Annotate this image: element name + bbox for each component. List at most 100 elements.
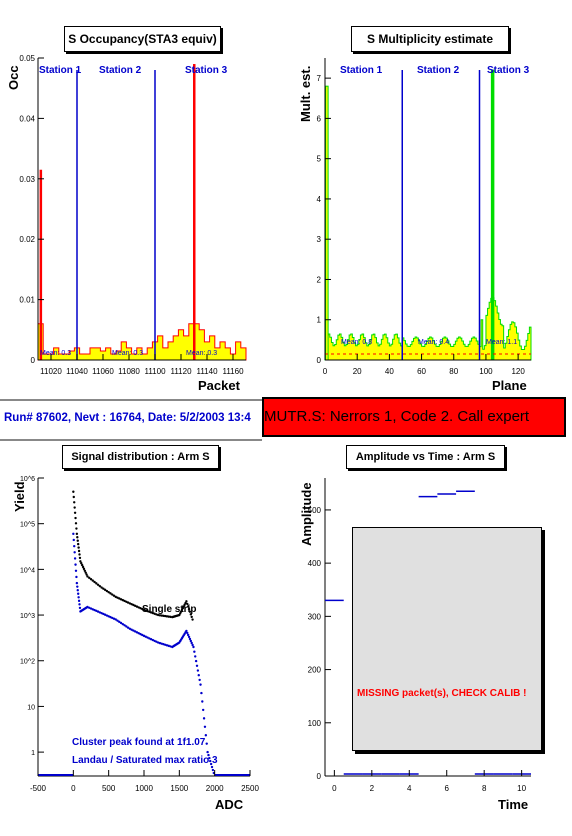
- multiplicity-ylabel: Mult. est.: [298, 65, 313, 122]
- signal-point-0-1-6: [78, 553, 81, 556]
- signal-point-1-14-6: [211, 768, 215, 772]
- signal-point-1-12-3: [194, 659, 198, 663]
- signal-point-1-1-7: [78, 606, 82, 610]
- signal-xtick-label-2: 500: [102, 784, 116, 793]
- multiplicity-title: S Multiplicity estimate: [351, 26, 509, 52]
- signal-point-0-11-2: [186, 605, 190, 608]
- signal-point-0-2-1: [80, 562, 83, 565]
- signal-point-0-1-2: [76, 539, 79, 542]
- occupancy-xtick-label-3: 11080: [118, 367, 140, 376]
- signal-point-1-11-5: [189, 639, 193, 643]
- occupancy-ytick-label-0: 0.05: [19, 54, 35, 63]
- occupancy-xtick-label-5: 11120: [170, 367, 192, 376]
- signal-point-1-12-7: [198, 678, 201, 682]
- signal-ytick-label-1: 10^5: [20, 522, 35, 529]
- signal-point-0-11-3: [187, 607, 191, 611]
- amptime-xtick-label-2: 4: [407, 784, 412, 793]
- amptime-xtick-label-5: 10: [517, 784, 526, 793]
- occupancy-xtick-label-2: 11060: [92, 367, 114, 376]
- multiplicity-spike-0: [325, 85, 329, 361]
- alert-text: MUTR.S: Nerrors 1, Code 2. Call expert: [264, 408, 530, 425]
- signal-ylabel: Yield: [12, 481, 27, 512]
- occupancy-ytick-label-3: 0.02: [19, 235, 35, 244]
- signal-annot-single: Single strip: [142, 604, 197, 615]
- signal-point-1-13-5: [203, 725, 207, 729]
- signal-point-0-8-3: [162, 614, 165, 618]
- signal-point-0-0-0: [72, 490, 75, 493]
- signal-point-0-0-3: [73, 506, 76, 509]
- signal-point-0-2-6: [84, 571, 87, 574]
- signal-point-0-1-1: [76, 536, 79, 539]
- signal-point-0-4-6: [111, 593, 114, 596]
- signal-point-0-3-1: [88, 576, 91, 580]
- signal-point-1-1-5: [77, 599, 81, 603]
- multiplicity-ytick-label-7: 0: [317, 356, 322, 365]
- amptime-title: Amplitude vs Time : Arm S: [346, 445, 505, 469]
- amptime-ytick-label-0: 500: [308, 506, 322, 515]
- signal-point-1-13-7: [205, 742, 208, 745]
- signal-xlabel: ADC: [215, 797, 244, 812]
- signal-point-1-13-4: [202, 717, 206, 720]
- signal-point-1-6-3: [133, 630, 137, 633]
- signal-point-1-0-7: [75, 575, 78, 579]
- signal-point-1-1-0: [75, 581, 79, 585]
- amptime-xtick-label-1: 2: [370, 784, 375, 793]
- occupancy-xtick-label-1: 11040: [66, 367, 88, 376]
- occupancy-ytick-label-4: 0.01: [19, 296, 35, 305]
- signal-point-1-14-2: [208, 756, 211, 760]
- signal-point-1-0-2: [73, 544, 76, 548]
- signal-xtick-label-5: 2000: [206, 784, 224, 793]
- signal-point-1-12-5: [196, 669, 200, 672]
- signal-point-1-6-5: [137, 632, 140, 635]
- signal-point-0-0-2: [73, 501, 76, 504]
- occupancy-mean-0: Mean: 0.3: [40, 350, 71, 357]
- occupancy-xlabel: Packet: [198, 378, 240, 393]
- signal-point-1-6-4: [135, 631, 139, 634]
- multiplicity-ytick-label-1: 6: [317, 114, 322, 123]
- signal-point-0-1-0: [75, 532, 79, 536]
- signal-point-0-4-1: [102, 587, 105, 590]
- amptime-xtick-label-0: 0: [332, 784, 337, 793]
- multiplicity-ytick-label-6: 1: [317, 316, 322, 325]
- occupancy-xtick-label-7: 11160: [222, 367, 244, 376]
- signal-point-0-1-7: [78, 556, 82, 560]
- signal-xtick-label-1: 0: [71, 784, 76, 793]
- multiplicity-xtick-label-4: 80: [449, 367, 458, 376]
- signal-point-0-2-3: [81, 565, 85, 569]
- signal-point-1-0-1: [72, 538, 75, 542]
- signal-point-1-5-1: [116, 619, 119, 622]
- signal-ytick-label-2: 10^4: [20, 567, 35, 574]
- signal-point-0-4-4: [107, 591, 110, 594]
- signal-point-1-1-6: [78, 603, 81, 606]
- signal-xtick-label-3: 1000: [135, 784, 153, 793]
- amptime-ylabel: Amplitude: [299, 482, 314, 546]
- multiplicity-xtick-label-1: 20: [353, 367, 362, 376]
- signal-point-0-11-7: [191, 618, 194, 621]
- signal-point-1-13-1: [200, 691, 203, 695]
- multiplicity-ytick-label-3: 4: [317, 195, 322, 204]
- signal-point-1-14-5: [210, 765, 214, 769]
- multiplicity-station-1: Station 2: [417, 65, 460, 76]
- multiplicity-ytick-label-4: 3: [317, 235, 322, 244]
- signal-xtick-label-6: 2500: [241, 784, 259, 793]
- missing-packet-box: MISSING packet(s), CHECK CALIB !: [352, 527, 542, 751]
- signal-point-1-1-3: [76, 592, 80, 595]
- signal-point-0-1-5: [77, 549, 81, 553]
- occupancy-ytick-label-5: 0: [31, 356, 36, 365]
- signal-title: Signal distribution : Arm S: [62, 445, 219, 469]
- amptime-xlabel: Time: [498, 797, 529, 812]
- signal-point-1-6-0: [128, 627, 132, 631]
- amptime-ytick-label-4: 100: [308, 719, 322, 728]
- signal-point-1-12-2: [194, 655, 197, 658]
- signal-point-0-2-5: [83, 569, 87, 572]
- multiplicity-xtick-label-6: 120: [511, 367, 525, 376]
- signal-point-0-0-5: [74, 516, 77, 520]
- signal-point-0-11-1: [186, 602, 189, 606]
- signal-point-0-3-6: [96, 583, 100, 586]
- occupancy-spike-0: [39, 169, 43, 360]
- signal-point-1-5-4: [121, 622, 125, 626]
- signal-point-1-11-1: [186, 631, 189, 635]
- multiplicity-xtick-label-5: 100: [479, 367, 493, 376]
- signal-point-1-12-1: [193, 650, 196, 653]
- signal-point-1-6-1: [130, 628, 133, 631]
